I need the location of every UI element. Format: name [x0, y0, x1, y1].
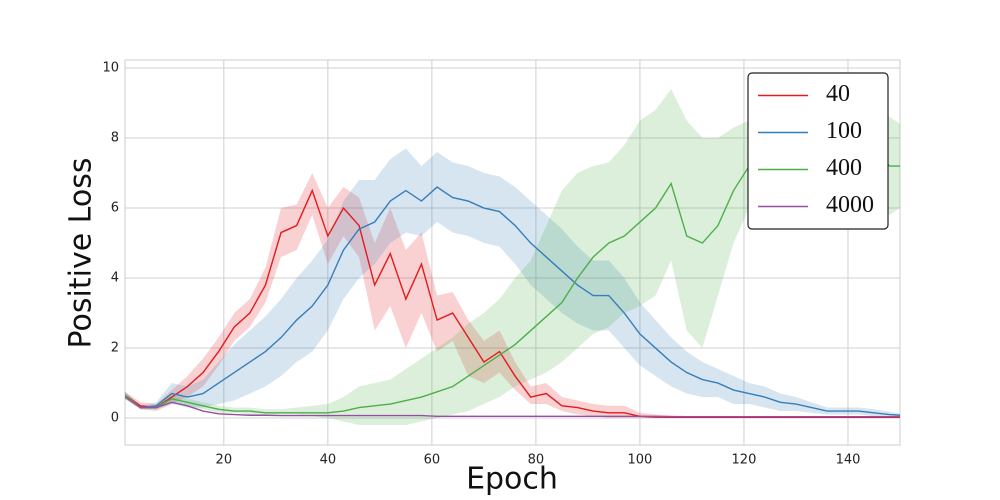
confidence-band [125, 89, 900, 426]
confidence-band [125, 173, 900, 419]
x-tick-label: 140 [836, 453, 861, 468]
y-tick-label: 4 [111, 271, 119, 286]
x-tick-label: 60 [424, 453, 441, 468]
legend-box [747, 72, 889, 230]
y-tick-label: 10 [102, 61, 119, 76]
y-tick-label: 6 [111, 201, 119, 216]
x-tick-label: 80 [528, 453, 545, 468]
legend: 40 100 400 4000 [747, 72, 889, 230]
legend-label: 100 [826, 118, 862, 144]
y-tick-label: 0 [111, 411, 119, 426]
x-axis-label: Epoch [466, 462, 558, 497]
legend-label: 40 [826, 81, 850, 107]
y-tick-label: 8 [111, 131, 119, 146]
confidence-band [125, 148, 900, 418]
x-tick-label: 120 [732, 453, 757, 468]
y-axis-label: Positive Loss [64, 158, 99, 349]
x-tick-label: 100 [628, 453, 653, 468]
legend-label: 400 [826, 155, 862, 181]
series-line [125, 186, 900, 416]
y-tick-label: 2 [111, 341, 119, 356]
legend-label: 4000 [826, 192, 874, 218]
x-tick-label: 20 [216, 453, 233, 468]
x-tick-label: 40 [320, 453, 337, 468]
series-line [125, 396, 900, 418]
